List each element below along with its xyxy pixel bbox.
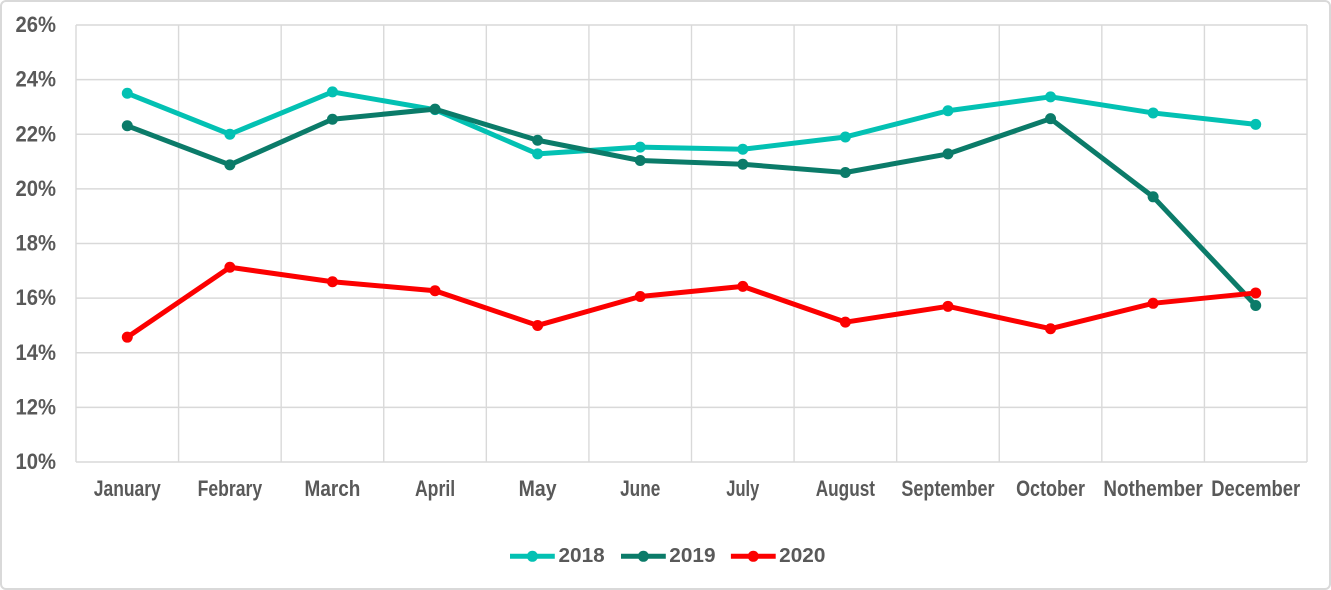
svg-text:August: August (816, 476, 876, 501)
svg-text:18%: 18% (16, 231, 57, 256)
svg-text:20%: 20% (16, 176, 57, 201)
svg-text:June: June (620, 476, 660, 501)
svg-text:2018: 2018 (559, 545, 605, 567)
svg-text:26%: 26% (16, 12, 57, 37)
svg-text:September: September (901, 476, 994, 501)
svg-text:24%: 24% (16, 67, 57, 92)
svg-text:2019: 2019 (669, 545, 715, 567)
svg-text:2020: 2020 (779, 545, 825, 567)
svg-text:April: April (415, 476, 455, 501)
svg-text:January: January (94, 476, 162, 501)
svg-text:22%: 22% (16, 121, 57, 146)
svg-text:Nothember: Nothember (1103, 476, 1203, 501)
svg-text:10%: 10% (16, 449, 57, 474)
svg-text:14%: 14% (16, 340, 57, 365)
svg-text:16%: 16% (16, 285, 57, 310)
svg-text:December: December (1211, 476, 1300, 501)
svg-text:July: July (726, 476, 760, 501)
svg-text:12%: 12% (16, 394, 57, 419)
svg-text:October: October (1016, 476, 1085, 501)
svg-text:May: May (519, 476, 558, 501)
svg-text:March: March (305, 476, 361, 501)
svg-text:Febrary: Febrary (198, 476, 263, 501)
